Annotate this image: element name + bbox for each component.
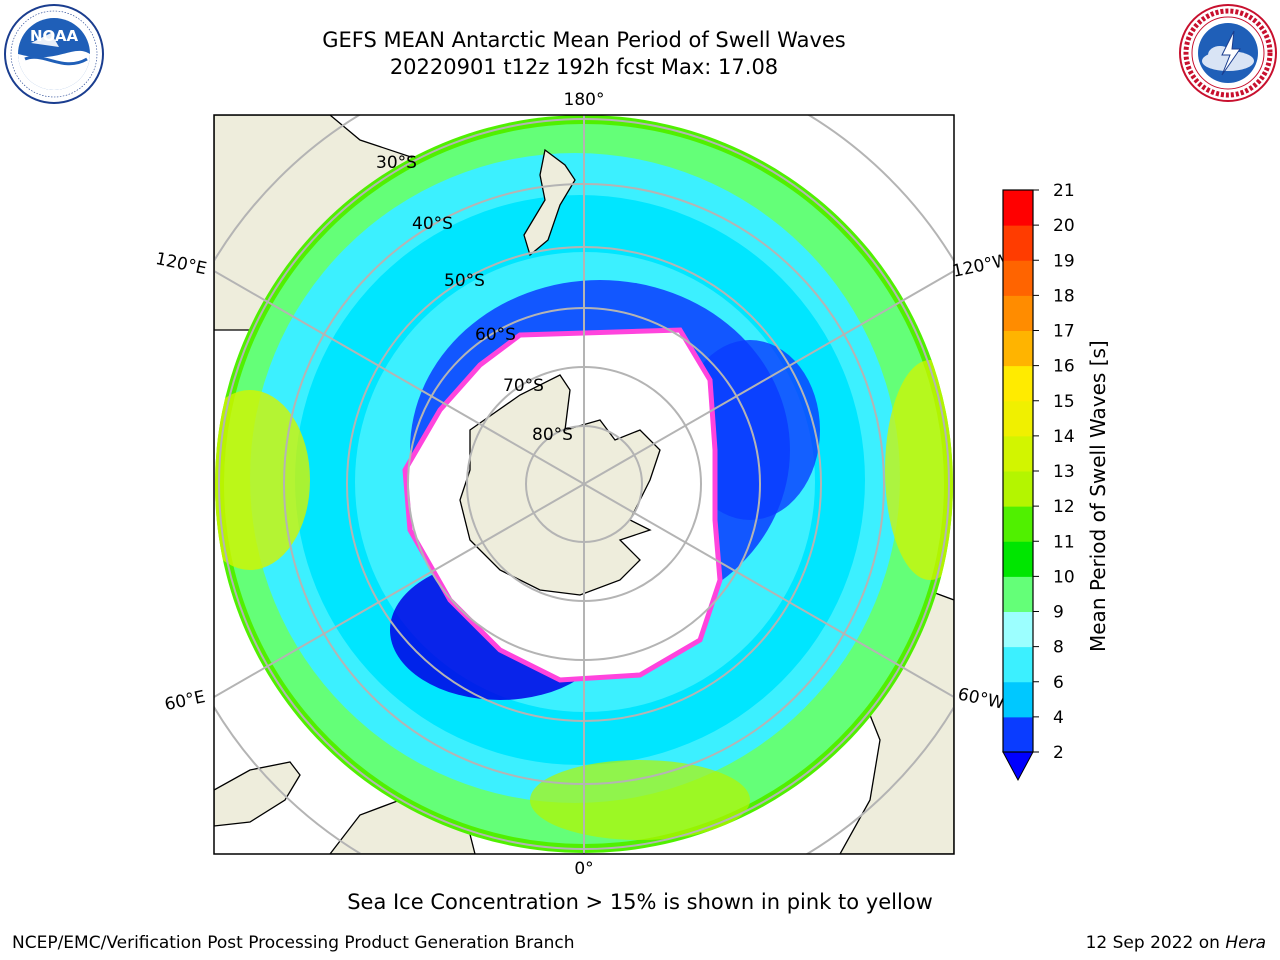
caption: Sea Ice Concentration > 15% is shown in … <box>347 890 933 914</box>
colorbar-tick-label: 6 <box>1053 673 1064 693</box>
colorbar-tick-label: 14 <box>1053 427 1075 447</box>
colorbar-segment <box>1003 506 1033 542</box>
colorbar-tick-label: 16 <box>1053 357 1075 377</box>
colorbar-tick-label: 9 <box>1053 603 1064 623</box>
colorbar-tick-label: 13 <box>1053 462 1075 482</box>
colorbar-segment <box>1003 576 1033 612</box>
svg-text:NOAA: NOAA <box>30 27 79 45</box>
colorbar-tick-label: 4 <box>1053 708 1064 728</box>
colorbar <box>1003 190 1033 753</box>
colorbar-label: Mean Period of Swell Waves [s] <box>1086 340 1110 652</box>
colorbar-segment <box>1003 295 1033 331</box>
colorbar-tick-label: 21 <box>1053 181 1075 201</box>
lat-label-60s: 60°S <box>475 325 516 345</box>
land-madagascar <box>214 761 301 827</box>
colorbar-tick-label: 8 <box>1053 638 1064 658</box>
colorbar-tick-label: 17 <box>1053 322 1075 342</box>
colorbar-tick-label: 12 <box>1053 497 1075 517</box>
colorbar-tick-label: 15 <box>1053 392 1075 412</box>
lon-label-180: 180° <box>564 90 605 110</box>
lon-label-120e: 120°E <box>154 249 209 279</box>
colorbar-segment <box>1003 365 1033 402</box>
colorbar-segment <box>1003 681 1033 718</box>
colorbar-tick-label: 19 <box>1053 251 1075 271</box>
colorbar-tick-label: 18 <box>1053 286 1075 306</box>
colorbar-under-arrow <box>1002 751 1034 782</box>
colorbar-segment <box>1003 330 1033 367</box>
lon-label-120w: 120°W <box>951 250 1012 282</box>
colorbar-tick-label: 11 <box>1053 532 1075 552</box>
noaa-logo-icon: NOAA <box>4 4 104 104</box>
chart-title: GEFS MEAN Antarctic Mean Period of Swell… <box>322 28 846 52</box>
lat-label-40s: 40°S <box>412 214 453 234</box>
colorbar-segment <box>1003 541 1033 577</box>
footer-credit: NCEP/EMC/Verification Post Processing Pr… <box>12 933 575 953</box>
lat-label-50s: 50°S <box>444 271 485 291</box>
lon-label-0: 0° <box>574 859 593 879</box>
colorbar-tick-label: 20 <box>1053 216 1075 236</box>
lon-label-60e: 60°E <box>163 687 207 715</box>
lon-label-60w: 60°W <box>956 684 1006 713</box>
nws-logo-icon <box>1179 4 1277 102</box>
colorbar-segment <box>1003 260 1033 296</box>
lat-label-70s: 70°S <box>503 376 544 396</box>
chart-subtitle: 20220901 t12z 192h fcst Max: 17.08 <box>389 55 779 79</box>
colorbar-tick-label: 10 <box>1053 567 1075 587</box>
colorbar-segment <box>1003 190 1033 226</box>
lat-label-30s: 30°S <box>376 153 417 173</box>
graticule <box>214 115 954 854</box>
colorbar-segment <box>1003 646 1033 683</box>
footer-date: 12 Sep 2022 on Hera <box>1085 933 1266 953</box>
colorbar-segment <box>1003 435 1033 472</box>
colorbar-tick-label: 2 <box>1053 743 1064 763</box>
colorbar-segment <box>1003 471 1033 507</box>
colorbar-segment <box>1003 716 1033 753</box>
colorbar-segment <box>1003 225 1033 261</box>
colorbar-segment <box>1003 611 1033 648</box>
lat-label-80s: 80°S <box>532 425 573 445</box>
colorbar-segment <box>1003 400 1033 437</box>
